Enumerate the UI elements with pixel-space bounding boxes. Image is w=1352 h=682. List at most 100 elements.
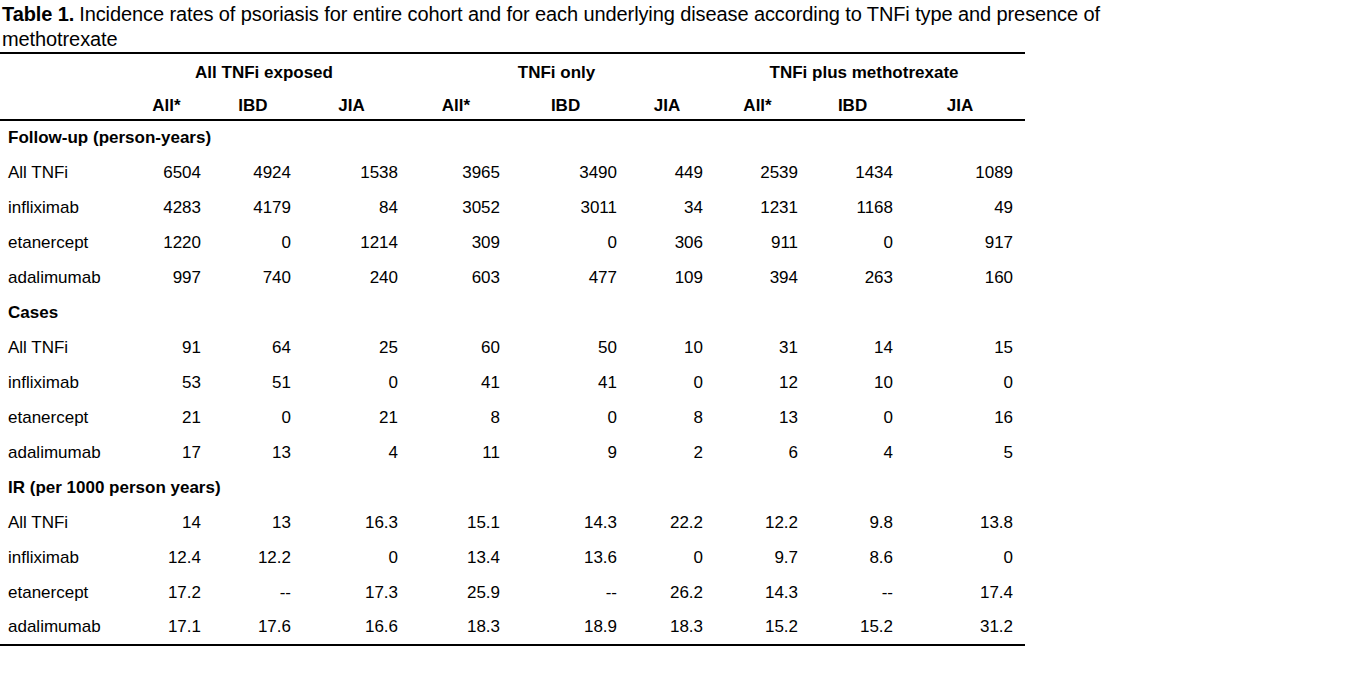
value-cell: -- (213, 575, 303, 610)
value-cell: 9.8 (810, 505, 905, 540)
value-cell: 1089 (905, 155, 1025, 190)
value-cell: 18.3 (410, 610, 512, 645)
row-label: infliximab (0, 190, 130, 225)
table-row: etanercept12200121430903069110917 (0, 225, 1025, 260)
value-cell: 8.6 (810, 540, 905, 575)
value-cell: 17.4 (905, 575, 1025, 610)
value-cell: 2539 (715, 155, 810, 190)
value-cell: 13.4 (410, 540, 512, 575)
table-row: infliximab12.412.2013.413.609.78.60 (0, 540, 1025, 575)
value-cell: -- (512, 575, 629, 610)
value-cell: 15 (905, 330, 1025, 365)
value-cell: 31 (715, 330, 810, 365)
value-cell: 306 (629, 225, 715, 260)
row-label: infliximab (0, 540, 130, 575)
value-cell: 51 (213, 365, 303, 400)
row-label: All TNFi (0, 330, 130, 365)
value-cell: 0 (303, 365, 410, 400)
value-cell: 309 (410, 225, 512, 260)
value-cell: 50 (512, 330, 629, 365)
value-cell: 13 (213, 505, 303, 540)
table-body: Follow-up (person-years) All TNFi 6504 49 2 4… (0, 120, 1025, 645)
row-label: adalimumab (0, 610, 130, 645)
value-cell: 18.9 (512, 610, 629, 645)
value-cell: 2 (629, 435, 715, 470)
value-cell: 26.2 (629, 575, 715, 610)
value-cell: 0 (810, 225, 905, 260)
value-cell: 477 (512, 260, 629, 295)
value-cell: 917 (905, 225, 1025, 260)
table-title-line2: methotrexate (2, 28, 118, 50)
row-label: adalimumab (0, 260, 130, 295)
value-cell: 394 (715, 260, 810, 295)
value-cell: 13 (715, 400, 810, 435)
value-cell: 12.2 (715, 505, 810, 540)
value-cell: 17.3 (303, 575, 410, 610)
section-header: Follow-up (person-years) (0, 120, 1025, 155)
row-label: adalimumab (0, 435, 130, 470)
value-cell: 13.8 (905, 505, 1025, 540)
value-cell: 3490 (512, 155, 629, 190)
value-cell: 25.9 (410, 575, 512, 610)
value-cell: 15.2 (810, 610, 905, 645)
value-cell: 4 (303, 435, 410, 470)
value-cell: 160 (905, 260, 1025, 295)
value-cell: 1214 (303, 225, 410, 260)
value-cell: 15.1 (410, 505, 512, 540)
row-label: etanercept (0, 575, 130, 610)
value-cell: 17.1 (130, 610, 213, 645)
value-cell: 16.3 (303, 505, 410, 540)
table-row: adalimumab997740240603477109394263160 (0, 260, 1025, 295)
column-header: All* (410, 92, 512, 120)
group-header: TNFi plus methotrexate (715, 53, 1025, 92)
value-cell: 64 (213, 330, 303, 365)
value-cell: 911 (715, 225, 810, 260)
value-cell: 3011 (512, 190, 629, 225)
value-cell: 16.6 (303, 610, 410, 645)
value-cell: 3965 (410, 155, 512, 190)
value-cell: 4 (810, 435, 905, 470)
value-cell: -- (810, 575, 905, 610)
value-cell: 17 (130, 435, 213, 470)
value-cell: 14.3 (512, 505, 629, 540)
value-cell: 263 (810, 260, 905, 295)
value-cell: 1168 (810, 190, 905, 225)
value-cell: 17.6 (213, 610, 303, 645)
value-cell: 91 (130, 330, 213, 365)
value-cell: 12 (715, 365, 810, 400)
section-header-row: Cases (0, 295, 1025, 330)
value-cell: 0 (905, 365, 1025, 400)
column-header: All* (715, 92, 810, 120)
value-cell: 1434 (810, 155, 905, 190)
value-cell: 997 (130, 260, 213, 295)
column-header: JIA (629, 92, 715, 120)
value-cell: 0 (810, 400, 905, 435)
section-header: IR (per 1000 person years) (0, 470, 1025, 505)
table-row: adalimumab171341192645 (0, 435, 1025, 470)
group-header-row: All TNFi exposed TNFi only TNFi plus met… (0, 53, 1025, 92)
value-cell: 49 (905, 190, 1025, 225)
group-header: All TNFi exposed (130, 53, 410, 92)
value-cell: 449 (629, 155, 715, 190)
row-label: etanercept (0, 225, 130, 260)
value-cell: 4179 (213, 190, 303, 225)
value-cell: 4283 (130, 190, 213, 225)
value-cell: 109 (629, 260, 715, 295)
value-cell: 13 (213, 435, 303, 470)
row-label: etanercept (0, 400, 130, 435)
value-cell: 41 (410, 365, 512, 400)
value-cell: 8 (410, 400, 512, 435)
table-title-text: Incidence rates of psoriasis for entire … (79, 3, 1100, 25)
value-cell: 0 (629, 540, 715, 575)
value-cell: 21 (130, 400, 213, 435)
value-cell: 12.4 (130, 540, 213, 575)
value-cell: 8 (629, 400, 715, 435)
column-header: All* (130, 92, 213, 120)
value-cell: 10 (810, 365, 905, 400)
table-row: All TNFi916425605010311415 (0, 330, 1025, 365)
value-cell: 12.2 (213, 540, 303, 575)
value-cell: 31.2 (905, 610, 1025, 645)
value-cell: 6504 (130, 155, 213, 190)
value-cell: 0 (213, 225, 303, 260)
table-row: infliximab535104141012100 (0, 365, 1025, 400)
